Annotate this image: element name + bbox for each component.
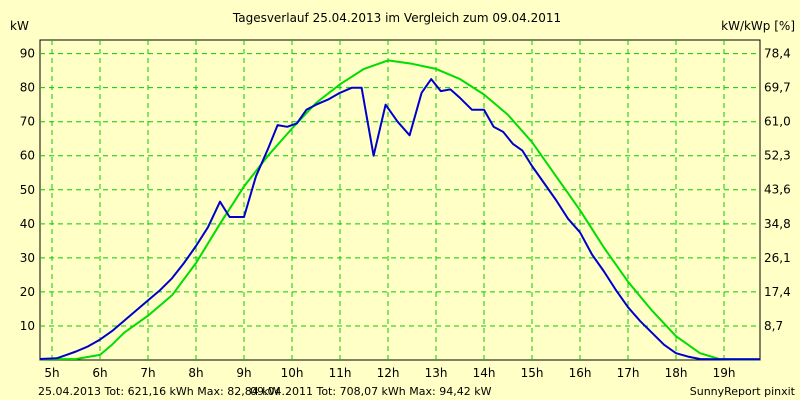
y-axis-label-left: kW <box>10 19 29 33</box>
series-line-2 <box>39 59 760 361</box>
x-tick-label: 12h <box>377 366 400 380</box>
y-tick-label-right: 78,4 <box>764 47 791 61</box>
y-tick-label-right: 26,1 <box>764 251 791 265</box>
x-tick-label: 10h <box>281 366 304 380</box>
y-tick-label-left: 70 <box>20 115 35 129</box>
x-tick-label: 7h <box>140 366 155 380</box>
series-line-1 <box>39 78 760 361</box>
series-layer <box>39 59 760 361</box>
legend-entry-series-1: 25.04.2013 Tot: 621,16 kWh Max: 82,84 kW <box>38 385 280 398</box>
x-tick-label: 9h <box>236 366 251 380</box>
x-tick-label: 16h <box>569 366 592 380</box>
y-tick-label-left: 50 <box>20 183 35 197</box>
y-tick-label-right: 52,3 <box>764 149 791 163</box>
x-tick-label: 18h <box>665 366 688 380</box>
y-tick-label-right: 43,6 <box>764 183 791 197</box>
y-tick-label-right: 34,8 <box>764 217 791 231</box>
y-axis-label-right: kW/kWp [%] <box>721 19 795 33</box>
y-tick-label-left: 20 <box>20 285 35 299</box>
x-tick-label: 15h <box>521 366 544 380</box>
y-tick-label-right: 61,0 <box>764 115 791 129</box>
chart-title: Tagesverlauf 25.04.2013 im Vergleich zum… <box>232 11 561 25</box>
x-tick-label: 14h <box>473 366 496 380</box>
y-tick-label-right: 69,7 <box>764 81 791 95</box>
y-tick-label-left: 80 <box>20 81 35 95</box>
x-tick-label: 5h <box>44 366 59 380</box>
x-tick-label: 17h <box>617 366 640 380</box>
y-tick-label-left: 10 <box>20 319 35 333</box>
y-tick-label-right: 17,4 <box>764 285 791 299</box>
x-tick-label: 6h <box>92 366 107 380</box>
footer-credit: SunnyReport pinxit <box>690 385 796 398</box>
y-tick-label-left: 30 <box>20 251 35 265</box>
axes: 5h 6h 7h 8h 9h 10h 11h 12h 13h 14h 15h 16h 17h 18h 19h… <box>20 47 791 380</box>
legend-entry-series-2: 09.04.2011 Tot: 708,07 kWh Max: 94,42 kW <box>250 385 492 398</box>
x-tick-label: 11h <box>329 366 352 380</box>
x-tick-label: 8h <box>188 366 203 380</box>
y-tick-label-left: 90 <box>20 47 35 61</box>
grid <box>40 40 760 360</box>
x-tick-label: 13h <box>425 366 448 380</box>
x-tick-label: 19h <box>713 366 736 380</box>
y-tick-label-left: 60 <box>20 149 35 163</box>
y-tick-label-right: 8,7 <box>764 319 783 333</box>
y-tick-label-left: 40 <box>20 217 35 231</box>
